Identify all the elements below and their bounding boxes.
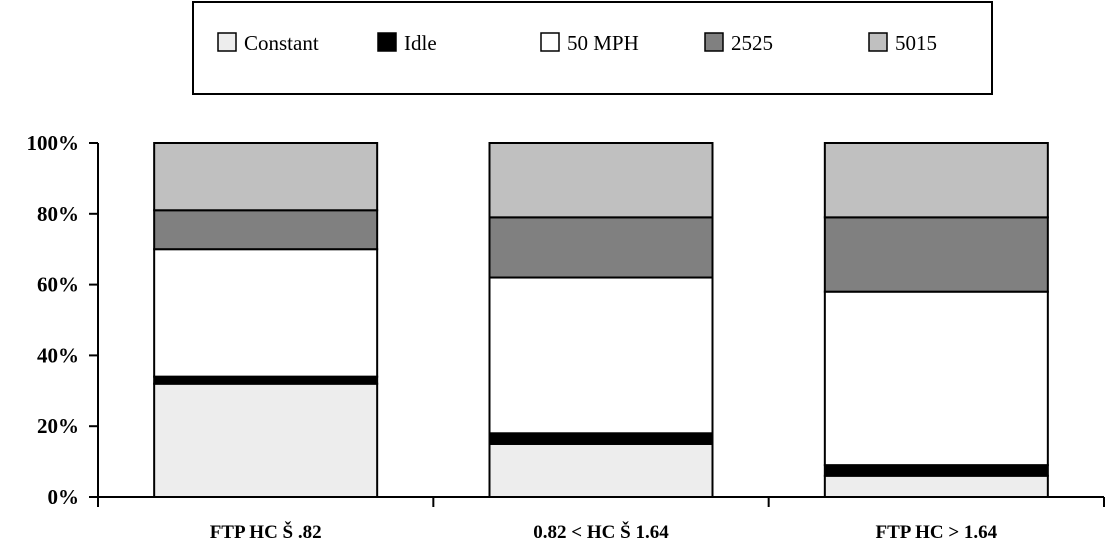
bar-segment-constant-3 — [823, 474, 1049, 499]
bar-segment-2525-2 — [488, 216, 714, 279]
y-tick-label: 100% — [27, 131, 80, 155]
legend-frame — [192, 1, 993, 95]
plot-area — [153, 142, 1049, 499]
bar-segment-idle-2 — [488, 432, 714, 445]
bar-segment-2525-3 — [823, 216, 1049, 293]
bar-segment-constant-2 — [488, 442, 714, 498]
legend-label-idle: Idle — [404, 31, 437, 55]
legend: Constant Idle 50 MPH 2525 5015 — [192, 1, 993, 95]
legend-swatch-50-mph — [540, 32, 560, 52]
legend-label-2525: 2525 — [731, 31, 773, 55]
y-tick-label: 80% — [37, 202, 79, 226]
x-category-label: FTP HC > 1.64 — [875, 522, 997, 543]
y-tick-label: 0% — [48, 485, 80, 509]
bar-segment-5015-1 — [153, 142, 379, 212]
bar-segment-50-mph-2 — [488, 276, 714, 435]
y-axis: 0% 20% 40% 60% 80% 100% — [27, 131, 99, 509]
bar-segment-5015-3 — [823, 142, 1049, 219]
y-tick-label: 60% — [37, 273, 79, 297]
bar-segment-idle-3 — [823, 464, 1049, 477]
legend-swatch-idle — [377, 32, 397, 52]
bar-segment-constant-1 — [153, 382, 379, 498]
x-category-label: FTP HC Š .82 — [210, 521, 322, 543]
y-tick-label: 40% — [37, 343, 79, 367]
bar-segment-50-mph-3 — [823, 290, 1049, 467]
x-axis: FTP HC Š .82 0.82 < HC Š 1.64 FTP HC > 1.6… — [97, 496, 1105, 543]
bar-segment-idle-1 — [153, 375, 379, 385]
legend-label-constant: Constant — [244, 31, 319, 55]
legend-label-5015: 5015 — [895, 31, 937, 55]
bar-segment-5015-2 — [488, 142, 714, 219]
bar-segment-50-mph-1 — [153, 248, 379, 378]
x-category-label: 0.82 < HC Š 1.64 — [533, 521, 669, 543]
bar-segment-2525-1 — [153, 209, 379, 251]
legend-label-50-mph: 50 MPH — [567, 31, 639, 55]
legend-swatch-5015 — [868, 32, 888, 52]
legend-swatch-constant — [217, 32, 237, 52]
legend-swatch-2525 — [704, 32, 724, 52]
y-tick-label: 20% — [37, 414, 79, 438]
